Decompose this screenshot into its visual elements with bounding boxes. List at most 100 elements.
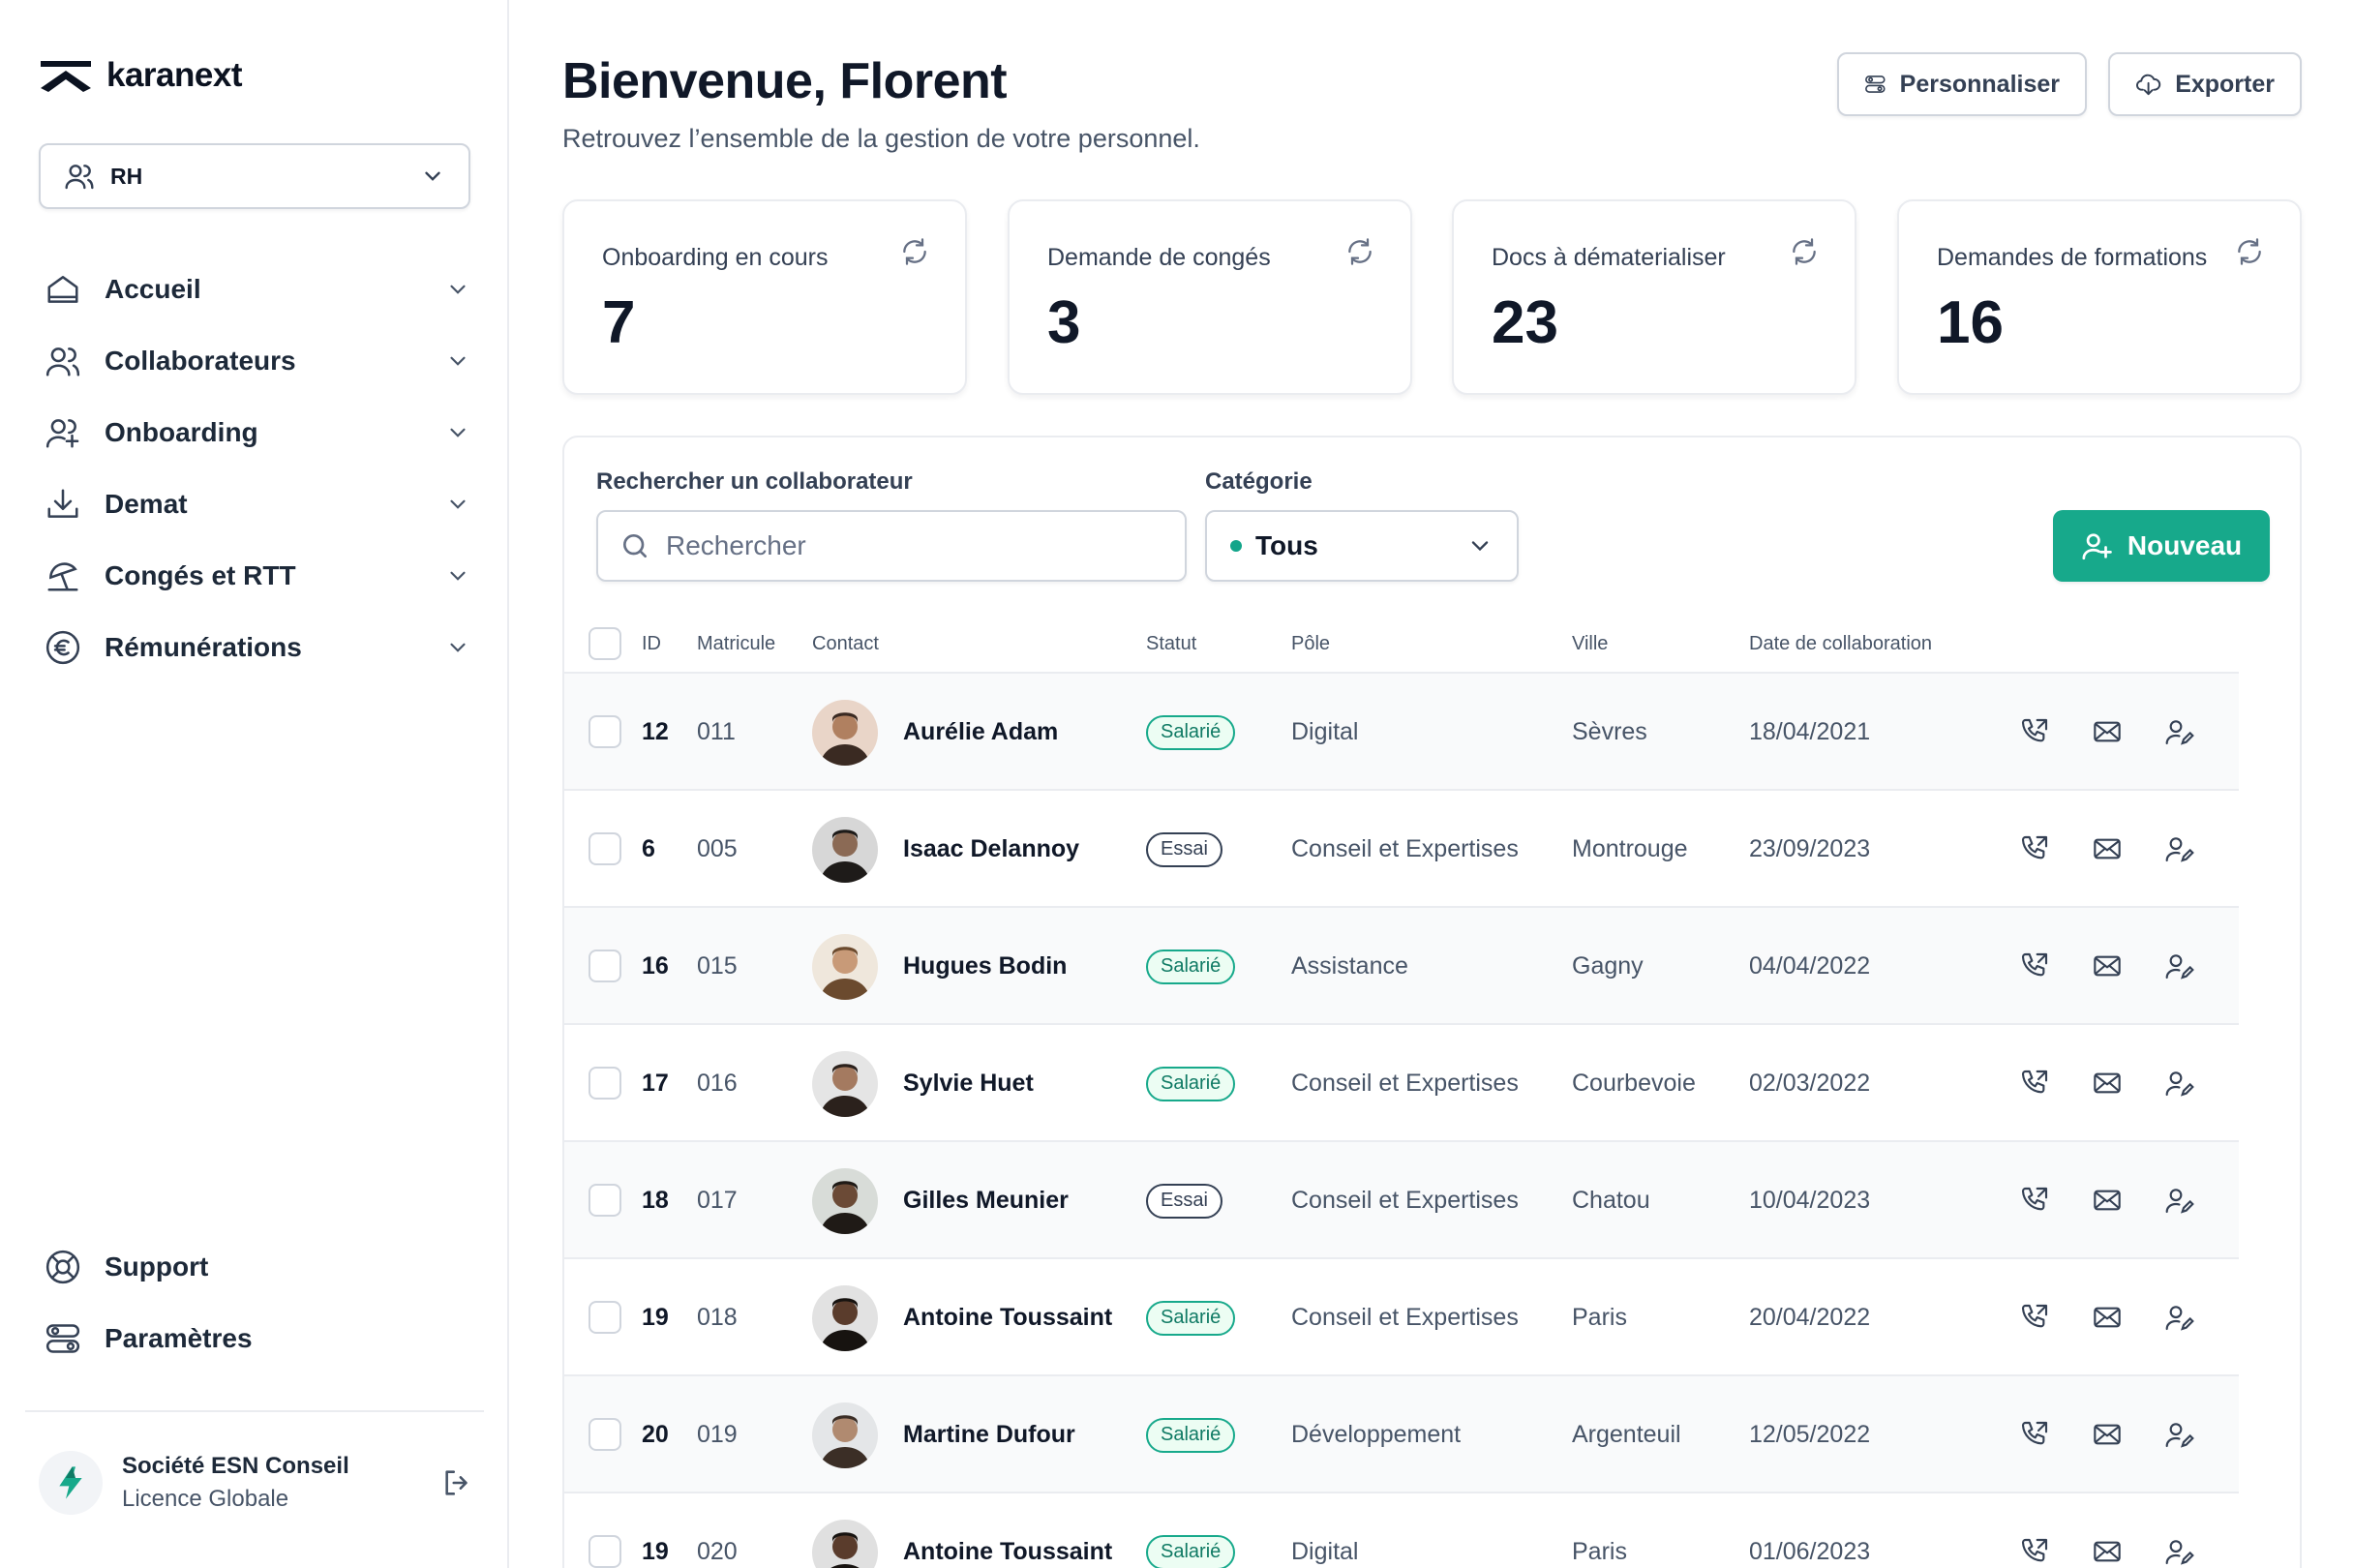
call-button[interactable] — [2016, 830, 2053, 867]
sidebar: karanext RH Accueil Collaborateurs Onboa… — [0, 0, 509, 1568]
nav-item-onboarding[interactable]: Onboarding — [45, 397, 470, 468]
edit-employee-button[interactable] — [2161, 830, 2198, 867]
email-button[interactable] — [2089, 713, 2126, 750]
table-row[interactable]: 18 017 Gilles Meunier Essai Conseil et Exper… — [564, 1140, 2239, 1257]
email-button[interactable] — [2089, 1416, 2126, 1453]
search-input[interactable] — [666, 530, 1163, 561]
row-checkbox[interactable] — [588, 1535, 621, 1568]
row-matricule: 015 — [697, 952, 738, 980]
stat-card-docs[interactable]: Docs à dématerialiser 23 — [1452, 199, 1856, 395]
column-header-ville[interactable]: Ville — [1572, 633, 1609, 654]
column-header-date[interactable]: Date de collaboration — [1749, 633, 1933, 654]
table-row[interactable]: 19 020 Antoine Toussaint Salarié Digital Pari… — [564, 1492, 2239, 1568]
select-all-checkbox[interactable] — [588, 627, 621, 660]
refresh-icon[interactable] — [899, 236, 930, 267]
brand-logo[interactable]: karanext — [39, 56, 242, 95]
call-button[interactable] — [2016, 1299, 2053, 1336]
customize-button[interactable]: Personnaliser — [1837, 52, 2087, 116]
table-row[interactable]: 12 011 Aurélie Adam Salarié Digital Sèvres 18/… — [564, 672, 2239, 789]
row-contact[interactable]: Isaac Delannoy — [812, 791, 1079, 908]
category-select-value: Tous — [1255, 530, 1318, 560]
row-checkbox[interactable] — [588, 715, 621, 748]
nav-label: Rémunérations — [105, 632, 302, 662]
nav-item-collaborateurs[interactable]: Collaborateurs — [45, 325, 470, 397]
table-row[interactable]: 17 016 Sylvie Huet Salarié Conseil et Expert… — [564, 1023, 2239, 1140]
stat-card-formations[interactable]: Demandes de formations 16 — [1897, 199, 2302, 395]
email-button[interactable] — [2089, 1299, 2126, 1336]
column-header-matricule[interactable]: Matricule — [697, 633, 776, 654]
row-contact[interactable]: Aurélie Adam — [812, 674, 1058, 791]
nav-item-remunerations[interactable]: Rémunérations — [45, 612, 470, 683]
nav-item-support[interactable]: Support — [45, 1231, 470, 1303]
refresh-icon[interactable] — [1789, 236, 1820, 267]
edit-employee-button[interactable] — [2161, 948, 2198, 984]
row-status: Salarié — [1146, 1376, 1236, 1493]
row-contact[interactable]: Antoine Toussaint — [812, 1259, 1112, 1376]
row-checkbox[interactable] — [588, 832, 621, 865]
nav-item-demat[interactable]: Demat — [45, 468, 470, 540]
row-ville: Argenteuil — [1572, 1421, 1681, 1448]
user-edit-icon — [2165, 1540, 2194, 1565]
contact-name: Aurélie Adam — [903, 718, 1059, 745]
stat-card-onboarding[interactable]: Onboarding en cours 7 — [562, 199, 967, 395]
edit-employee-button[interactable] — [2161, 1182, 2198, 1219]
edit-employee-button[interactable] — [2161, 1533, 2198, 1568]
edit-employee-button[interactable] — [2161, 713, 2198, 750]
new-employee-button[interactable]: Nouveau — [2053, 510, 2270, 582]
refresh-icon[interactable] — [2234, 236, 2265, 267]
stat-value: 23 — [1492, 289, 1558, 356]
email-button[interactable] — [2089, 1533, 2126, 1568]
email-button[interactable] — [2089, 1182, 2126, 1219]
export-button[interactable]: Exporter — [2108, 52, 2302, 116]
chevron-down-icon — [425, 171, 440, 181]
row-date: 01/06/2023 — [1749, 1538, 1871, 1565]
call-button[interactable] — [2016, 948, 2053, 984]
row-checkbox[interactable] — [588, 1418, 621, 1451]
row-contact[interactable]: Gilles Meunier — [812, 1142, 1069, 1259]
refresh-icon[interactable] — [1344, 236, 1375, 267]
mail-icon — [2094, 1190, 2121, 1211]
nav-item-conges[interactable]: Congés et RTT — [45, 540, 470, 612]
row-contact[interactable]: Hugues Bodin — [812, 908, 1067, 1025]
table-row[interactable]: 20 019 Martine Dufour Salarié Développement A… — [564, 1374, 2239, 1492]
table-row[interactable]: 19 018 Antoine Toussaint Salarié Conseil et … — [564, 1257, 2239, 1374]
row-date: 18/04/2021 — [1749, 718, 1871, 745]
row-contact[interactable]: Martine Dufour — [812, 1376, 1075, 1493]
call-button[interactable] — [2016, 1533, 2053, 1568]
stat-card-conges[interactable]: Demande de congés 3 — [1008, 199, 1412, 395]
column-header-pole[interactable]: Pôle — [1291, 633, 1331, 654]
nav-item-parametres[interactable]: Paramètres — [45, 1303, 470, 1374]
row-checkbox[interactable] — [588, 1067, 621, 1100]
role-select[interactable]: RH — [39, 143, 470, 209]
call-button[interactable] — [2016, 1182, 2053, 1219]
avatar — [812, 699, 878, 766]
logout-icon[interactable] — [441, 1466, 474, 1499]
column-header-id[interactable]: ID — [642, 633, 661, 654]
table-row[interactable]: 6 005 Isaac Delannoy Essai Conseil et Expert… — [564, 789, 2239, 906]
search-field[interactable] — [596, 510, 1187, 582]
row-status: Salarié — [1146, 1025, 1236, 1142]
edit-employee-button[interactable] — [2161, 1299, 2198, 1336]
column-header-statut[interactable]: Statut — [1146, 633, 1197, 654]
nav-item-accueil[interactable]: Accueil — [45, 254, 470, 325]
row-pole: Développement — [1291, 1421, 1462, 1448]
row-checkbox[interactable] — [588, 950, 621, 982]
call-button[interactable] — [2016, 713, 2053, 750]
email-button[interactable] — [2089, 830, 2126, 867]
row-pole: Assistance — [1291, 952, 1408, 980]
column-header-contact[interactable]: Contact — [812, 633, 879, 654]
email-button[interactable] — [2089, 1065, 2126, 1101]
category-select[interactable]: Tous — [1205, 510, 1519, 582]
call-button[interactable] — [2016, 1065, 2053, 1101]
user-plus-icon — [2082, 533, 2112, 560]
table-row[interactable]: 16 015 Hugues Bodin Salarié Assistance Gagny 0… — [564, 906, 2239, 1023]
row-contact[interactable]: Antoine Toussaint — [812, 1493, 1112, 1568]
edit-employee-button[interactable] — [2161, 1065, 2198, 1101]
row-checkbox[interactable] — [588, 1184, 621, 1217]
phone-icon — [2021, 718, 2048, 742]
row-checkbox[interactable] — [588, 1301, 621, 1334]
row-contact[interactable]: Sylvie Huet — [812, 1025, 1034, 1142]
email-button[interactable] — [2089, 948, 2126, 984]
edit-employee-button[interactable] — [2161, 1416, 2198, 1453]
call-button[interactable] — [2016, 1416, 2053, 1453]
